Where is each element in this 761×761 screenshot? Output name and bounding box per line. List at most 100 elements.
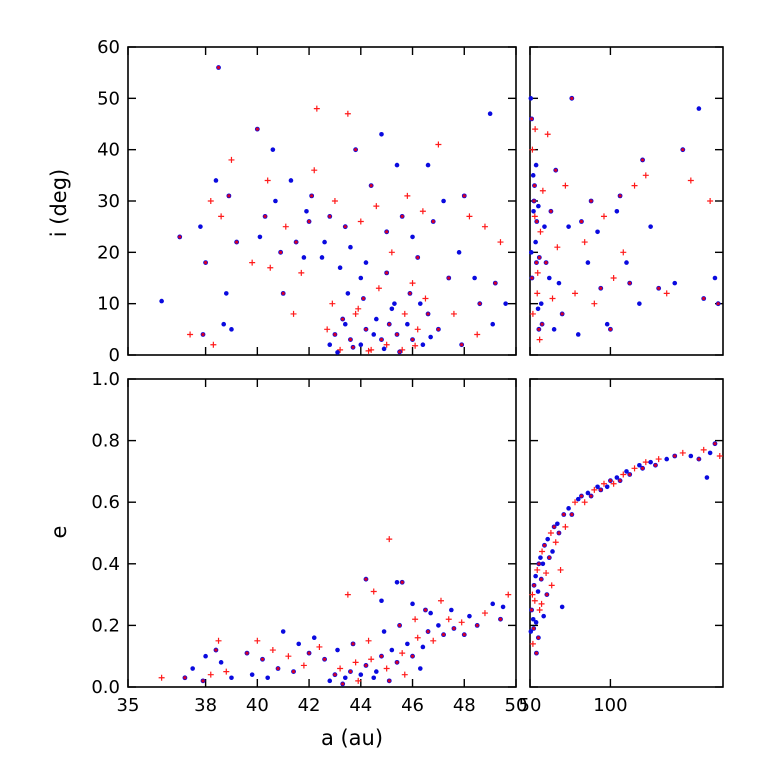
data-point-blue [342, 321, 348, 327]
data-point-plus [536, 336, 543, 343]
data-point-blue [371, 332, 377, 337]
data-point-blue [533, 162, 539, 168]
data-point-blue [213, 178, 219, 183]
data-point-red [452, 626, 456, 631]
data-point-blue [503, 301, 508, 306]
data-point-blue [490, 321, 496, 327]
data-point-blue [273, 198, 278, 204]
data-point-blue [550, 549, 555, 554]
data-point-red [307, 219, 311, 224]
data-point-blue [159, 298, 164, 304]
data-point-plus [531, 213, 538, 220]
data-point-plus [388, 249, 395, 256]
data-point-plus [466, 213, 473, 220]
data-point-plus [497, 239, 504, 246]
data-point-plus [531, 597, 538, 604]
data-point-blue [337, 265, 343, 271]
panel-top-left: 0 10 20 30 40 50 60 [97, 37, 517, 366]
data-point-plus [223, 668, 230, 675]
data-point-blue [327, 342, 333, 348]
data-point-plus [355, 305, 362, 312]
data-point-blue [288, 178, 294, 183]
data-point-blue [190, 666, 195, 671]
data-point-blue [358, 342, 364, 348]
data-point-plus [562, 523, 569, 530]
data-point-plus [401, 310, 408, 317]
data-point-red [395, 660, 399, 664]
data-point-blue [392, 301, 397, 306]
x-tick-label: 46 [401, 695, 424, 716]
data-point-blue [528, 629, 534, 634]
data-point-plus [290, 310, 297, 317]
data-point-plus [552, 539, 559, 546]
data-point-plus [529, 591, 536, 598]
data-point-red [245, 651, 249, 655]
data-point-red [400, 214, 404, 218]
data-point-plus [329, 300, 336, 307]
data-point-blue [229, 327, 234, 332]
data-point-blue [533, 620, 539, 625]
x-tick-label: 42 [298, 695, 321, 716]
data-point-blue [405, 321, 410, 327]
data-point-blue [585, 260, 591, 265]
data-point-plus [249, 259, 256, 266]
data-point-red [431, 219, 435, 224]
data-point-plus [316, 643, 323, 650]
data-point-blue [428, 610, 433, 616]
data-point-blue [296, 641, 302, 647]
data-point-blue [301, 255, 307, 260]
panel-bottom-left: 0.0 0.2 0.4 0.6 0.8 1.0 35 38 40 42 44 46 48 50 [91, 369, 527, 716]
data-point-plus [414, 634, 421, 641]
data-point-plus [549, 295, 556, 302]
data-point-plus [300, 662, 307, 669]
data-point-red [341, 317, 345, 321]
data-point-red [333, 673, 337, 677]
data-point-plus [536, 607, 543, 613]
data-point-blue [270, 147, 276, 152]
data-point-plus [399, 650, 406, 657]
data-point-red [328, 214, 332, 218]
data-point-plus [544, 131, 551, 138]
data-point-blue [428, 334, 433, 340]
data-point-blue [500, 604, 506, 610]
y-tick-label: 0.8 [91, 431, 120, 452]
data-point-red [530, 608, 534, 612]
data-point-blue [405, 641, 410, 647]
data-point-plus [600, 480, 607, 487]
data-point-plus [529, 146, 536, 153]
data-point-blue [381, 346, 387, 352]
data-point-plus [557, 566, 564, 573]
data-point-plus [581, 239, 588, 246]
data-point-blue [417, 301, 423, 306]
data-point-red [532, 626, 536, 631]
data-point-blue [257, 234, 263, 240]
data-point-plus [383, 665, 390, 672]
x-tick-label: 44 [349, 695, 372, 716]
data-point-plus [562, 182, 569, 189]
data-point-blue [556, 280, 562, 286]
data-point-plus [430, 637, 437, 644]
data-point-plus [663, 290, 670, 297]
data-point-blue [218, 660, 224, 665]
data-point-blue [664, 456, 670, 462]
data-point-plus [529, 640, 536, 647]
data-point-red [589, 494, 593, 498]
data-point-plus [409, 280, 416, 287]
data-point-plus [158, 674, 165, 681]
data-point-red [539, 577, 543, 581]
data-point-plus [365, 347, 372, 354]
y-tick-label: 10 [97, 294, 120, 315]
data-point-blue [335, 647, 340, 653]
data-point-plus [368, 656, 375, 663]
data-point-blue [712, 275, 718, 281]
data-point-plus [572, 290, 579, 297]
data-point-blue [624, 469, 629, 474]
data-point-red [260, 657, 265, 661]
x-tick-label: 50 [519, 695, 542, 716]
data-point-red [535, 219, 539, 224]
data-point-blue [624, 260, 629, 265]
data-point-blue [536, 203, 541, 209]
y-tick-label: 1.0 [91, 369, 120, 390]
data-point-plus [620, 249, 627, 256]
data-point-plus [716, 453, 723, 459]
